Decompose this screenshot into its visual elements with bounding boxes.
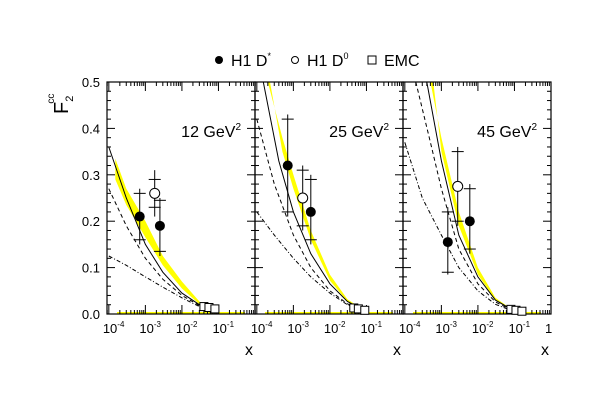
- legend-marker-open-circle: [291, 56, 299, 64]
- x-tick-label: 10-3: [435, 320, 457, 336]
- data-point-h1-dstar: [154, 220, 165, 231]
- x-tick-label: 10-2: [176, 320, 198, 336]
- x-tick-exp: -2: [190, 320, 198, 329]
- legend-label: H1 D*: [231, 51, 271, 70]
- x-tick-label: 10-4: [251, 320, 273, 336]
- x-tick-exp: -1: [375, 320, 383, 329]
- y-tick-label: 0.4: [82, 121, 100, 136]
- q2-label: 45 GeV2: [477, 122, 537, 141]
- x-tick-label: 1: [545, 321, 552, 336]
- panel-2: [402, 81, 552, 316]
- q2-sup: 2: [531, 122, 537, 133]
- y-axis-label: F2cc: [46, 94, 76, 114]
- panel-frame: [402, 81, 552, 315]
- panel-0: [106, 81, 256, 315]
- x-tick-label: 10-2: [472, 320, 494, 336]
- data-point-h1-dstar: [282, 160, 293, 171]
- q2-sup: 2: [383, 122, 389, 133]
- solid-curve: [426, 82, 515, 312]
- x-tick-exp: -2: [338, 320, 346, 329]
- data-point-emc: [360, 305, 370, 315]
- data-point-h1-dstar: [464, 216, 475, 227]
- legend-marker-open-square: [367, 55, 377, 65]
- x-tick-label: 10-1: [212, 320, 234, 336]
- x-tick-label: 10-1: [508, 320, 530, 336]
- x-tick-label: 10-4: [399, 320, 421, 336]
- data-point-h1-dstar: [305, 206, 316, 217]
- dashdot-curve: [404, 142, 515, 313]
- y-tick-label: 0.3: [82, 168, 100, 183]
- x-tick-label: 10-3: [139, 320, 161, 336]
- solid-curve: [108, 146, 219, 313]
- y-tick-label: 0.2: [82, 214, 100, 229]
- panel-content: [404, 82, 541, 314]
- data-point-h1-d0: [452, 180, 464, 192]
- legend-sup: 0: [343, 51, 348, 61]
- x-tick-exp: -4: [413, 320, 421, 329]
- x-tick-label: 10-4: [103, 320, 125, 336]
- panel-1: [254, 81, 404, 315]
- x-tick-exp: -1: [523, 320, 531, 329]
- dashed-curve: [256, 118, 367, 313]
- x-tick-exp: -1: [227, 320, 235, 329]
- y-tick-label: 0.5: [82, 75, 100, 90]
- x-tick-exp: -3: [302, 320, 310, 329]
- data-point-h1-dstar: [442, 237, 453, 248]
- x-axis-label: x: [245, 342, 253, 359]
- q2-label: 25 GeV2: [329, 122, 389, 141]
- x-axis-label: x: [541, 342, 549, 359]
- legend-label: EMC: [384, 53, 420, 70]
- prediction-band: [430, 82, 515, 312]
- x-tick-label: 10-1: [360, 320, 382, 336]
- dashed-curve: [415, 82, 515, 313]
- legend-marker-filled-circle: [215, 56, 223, 64]
- legend-sup: *: [267, 51, 271, 61]
- data-point-emc: [210, 304, 220, 314]
- y-tick-label: 0.1: [82, 261, 100, 276]
- x-tick-exp: -3: [154, 320, 162, 329]
- data-point-emc: [517, 306, 527, 316]
- legend-label: H1 D0: [307, 51, 348, 70]
- x-axis-label: x: [393, 342, 401, 359]
- panel-content: [108, 146, 245, 314]
- dashdot-curve: [108, 255, 219, 313]
- y-label-sub: 2: [64, 96, 76, 102]
- x-tick-label: 10-2: [324, 320, 346, 336]
- x-tick-exp: -4: [117, 320, 125, 329]
- x-tick-exp: -4: [265, 320, 273, 329]
- q2-sup: 2: [235, 122, 241, 133]
- prediction-band: [267, 82, 367, 313]
- panel-frame: [254, 81, 404, 315]
- solid-curve: [262, 82, 367, 313]
- y-label-sup: cc: [46, 94, 57, 104]
- data-point-h1-d0: [149, 187, 161, 199]
- panel-content: [256, 82, 393, 314]
- data-point-h1-dstar: [134, 211, 145, 222]
- x-tick-exp: -3: [450, 320, 458, 329]
- x-tick-exp: -2: [486, 320, 494, 329]
- dashed-curve: [108, 188, 219, 313]
- x-tick-label: 10-3: [287, 320, 309, 336]
- q2-label: 12 GeV2: [181, 122, 241, 141]
- dashdot-curve: [256, 211, 367, 313]
- data-point-h1-d0: [297, 192, 309, 204]
- y-tick-label: 0.0: [82, 307, 100, 322]
